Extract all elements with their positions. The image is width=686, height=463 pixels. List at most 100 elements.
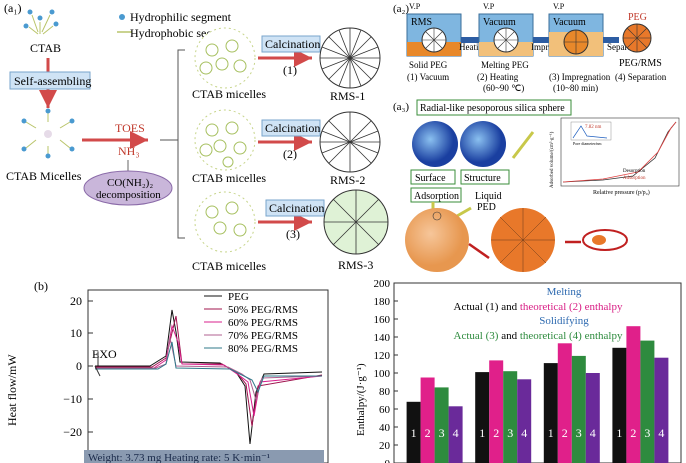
- panel-a1: (a₁) Hydrophilic segment Hydrophobic seg…: [4, 1, 389, 273]
- route-1-label: (1): [283, 63, 297, 77]
- a3-red-arrow-1: [468, 242, 490, 260]
- bar-number-label: 1: [548, 426, 554, 440]
- hydrophilic-legend-label: Hydrophilic segment: [130, 10, 232, 24]
- step-2-label: (2) Heating: [477, 72, 519, 82]
- inset-xlabel: Relative pressure (p/p₀): [593, 189, 650, 196]
- vp-label-3: V.P: [553, 2, 565, 11]
- enthalpy-chart: Enthalpy/(J·g⁻¹) 0 20 40 60 80 100 120 140 160 18…: [355, 278, 682, 463]
- bar-group2-series3: [503, 371, 518, 463]
- liquid-label: Liquid: [475, 191, 502, 202]
- micelles-label-2: CTAB micelles: [192, 171, 266, 185]
- adsorption-box: [410, 187, 462, 203]
- bar-ytick-label: 20: [379, 440, 391, 452]
- bar-group4-series1: [612, 347, 627, 463]
- isotherm-inset: [560, 117, 680, 187]
- panel-b-label: (b): [34, 279, 48, 293]
- dsc-ytick-20: 20: [70, 294, 82, 308]
- a3-title: Radial-like pesoporous silica sphere: [420, 103, 565, 114]
- structure-label: Structure: [464, 173, 501, 184]
- panel-a3: (a₃) Radial-like pesoporous silica spher…: [393, 99, 680, 272]
- bar-number-label: 4: [521, 426, 527, 440]
- step-3-time-label: (10~80 min): [553, 83, 598, 93]
- route-3-label: (3): [286, 227, 300, 241]
- dsc-footer-box: [84, 450, 324, 463]
- calcination-label-2: Calcination: [265, 121, 320, 135]
- bar-ytick-label: 180: [374, 296, 391, 308]
- urea-label: CO(NH₂)₂: [107, 177, 153, 189]
- route-2: [194, 109, 321, 171]
- panel-a2: (a₂) V.P RMS Solid PEG Heating V.P Vacuu…: [393, 2, 667, 93]
- legend-label-70: 70% PEG/RMS: [228, 330, 298, 342]
- bar-number-label: 2: [493, 426, 499, 440]
- bar-ytick-label: 140: [374, 332, 391, 344]
- bar-ylabel: Enthalpy/(J·g⁻¹): [355, 363, 367, 436]
- surface-label: Surface: [415, 173, 446, 184]
- route-2-label: (2): [283, 147, 297, 161]
- bar-plot-frame: [393, 282, 682, 463]
- legend-line2: Actual (3) and theoretical (4) enthalpy: [454, 330, 623, 342]
- decomposition-label: decomposition: [96, 189, 161, 201]
- bar-yticks: 0 20 40 60 80 100 120 140 160 180 200: [374, 278, 398, 463]
- bar-ytick-label: 60: [379, 404, 391, 416]
- self-assembling-label: Self-assembling: [14, 74, 91, 88]
- vacuum-label-2: Vacuum: [553, 17, 586, 28]
- step-1-label: (1) Vacuum: [407, 72, 449, 82]
- panel-a3-label: (a₃): [393, 101, 409, 113]
- vp-label-1: V.P: [409, 2, 421, 11]
- ctab-label: CTAB: [30, 41, 61, 55]
- route-1: [194, 27, 321, 89]
- melting-peg-label: Melting PEG: [481, 60, 529, 70]
- bar-number-label: 2: [562, 426, 568, 440]
- bar-group3-series4: [585, 373, 600, 463]
- calcination-label-3: Calcination: [269, 201, 324, 215]
- vacuum-vessel-1: [406, 13, 462, 57]
- vacuum-label-1: Vacuum: [483, 17, 516, 28]
- adsorbed-sphere-icon: [405, 208, 469, 272]
- bar-ytick-label: 40: [379, 422, 391, 434]
- a3-title-box: [416, 99, 572, 116]
- bar-group3-series1: [543, 363, 558, 463]
- dsc-curve-50: [95, 315, 323, 427]
- bar-group2-series4: [517, 379, 532, 463]
- bar-number-label: 4: [453, 426, 459, 440]
- a3-arrow-to-inset: [511, 131, 535, 159]
- bar-ytick-label: 200: [374, 278, 391, 290]
- self-assembling-box: [9, 71, 91, 90]
- bar-group1-series4: [448, 406, 463, 463]
- route-bracket: [177, 49, 185, 239]
- bar-number-label: 2: [630, 426, 636, 440]
- urea-decomposition-bubble: [83, 170, 173, 206]
- bar-group1-series3: [434, 387, 449, 463]
- bar-number-label: 3: [576, 426, 582, 440]
- nh3-label: NH₃: [118, 144, 140, 158]
- vp-label-2: V.P: [483, 2, 495, 11]
- bar-group3-series3: [571, 355, 586, 463]
- rms-2-sphere-icon: [319, 111, 381, 173]
- bar-number-label: 3: [439, 426, 445, 440]
- surface-sphere-icon: [412, 121, 458, 167]
- bar-group2-series2: [489, 360, 504, 463]
- bar-ytick-label: 160: [374, 314, 391, 326]
- dsc-ytick-10: 10: [70, 326, 82, 340]
- dsc-footer: Weight: 3.73 mg Heating rate: 5 K·min⁻¹: [88, 452, 270, 463]
- bar-marks: [406, 326, 669, 463]
- micelles-label-1: CTAB micelles: [192, 87, 266, 101]
- bar-number-label: 1: [479, 426, 485, 440]
- calcination-label-1: Calcination: [265, 37, 320, 51]
- legend-line2-c: theoretical (4) enthalpy: [520, 330, 623, 342]
- bar-group1-series2: [420, 377, 435, 463]
- heating-label: Heating: [459, 42, 488, 52]
- step-4-label: (4) Separation: [615, 72, 667, 82]
- rms-3-sphere-icon: [323, 189, 389, 255]
- bar-group4-series4: [654, 357, 669, 463]
- bar-group4-series3: [640, 340, 655, 463]
- legend-line2-b: and: [498, 330, 519, 342]
- dsc-legend: [204, 295, 222, 349]
- step-3-label: (3) Impregnation: [549, 72, 611, 82]
- inset-legend-adsorption: Adsorption: [623, 176, 646, 181]
- solid-peg-label: Solid PEG: [409, 60, 448, 70]
- hydrophilic-legend-icon: [119, 14, 125, 20]
- rms-1-label: RMS-1: [330, 89, 365, 103]
- panel-a1-label: (a₁): [4, 1, 22, 15]
